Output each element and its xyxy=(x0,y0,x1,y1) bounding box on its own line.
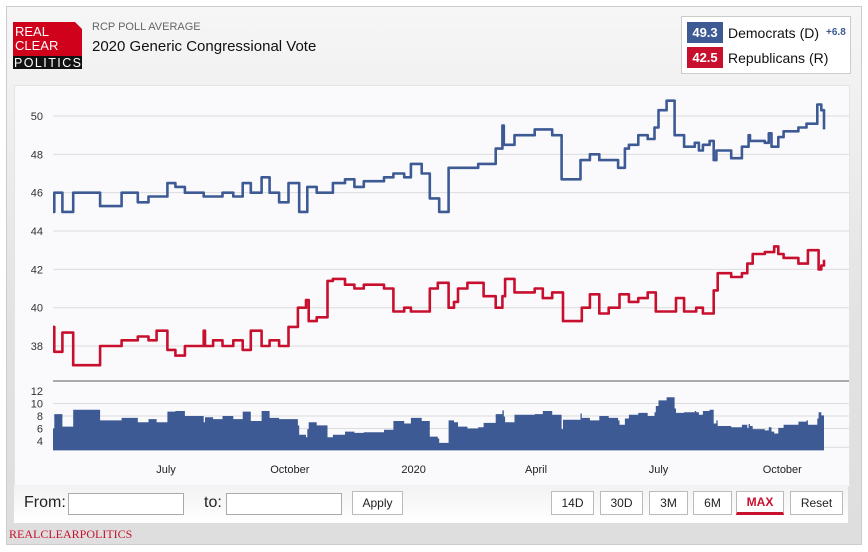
svg-text:POLITICS: POLITICS xyxy=(14,56,81,69)
chart-area: 38 40 42 44 46 48 50 4 6 8 10 12 July October 2020 Apri… xyxy=(14,85,850,487)
x-tick-label: 2020 xyxy=(401,464,425,476)
range-30d-button[interactable]: 30D xyxy=(600,491,643,515)
legend-item-democrats: 49.3 Democrats (D) +6.8 xyxy=(687,22,846,43)
to-label: to: xyxy=(204,494,222,511)
y-tick-label: 42 xyxy=(31,264,43,276)
rcp-logo: REAL CLEAR POLITICS xyxy=(13,22,82,69)
y-tick-label: 40 xyxy=(31,303,43,315)
range-max-button[interactable]: MAX xyxy=(736,491,784,515)
spread-y-tick-label: 4 xyxy=(37,436,43,448)
spread-y-tick-label: 6 xyxy=(37,424,43,436)
spread-value: +6.8 xyxy=(826,27,846,38)
y-tick-label: 48 xyxy=(31,149,43,161)
republicans-value: 42.5 xyxy=(687,47,723,68)
legend: 49.3 Democrats (D) +6.8 42.5 Republicans… xyxy=(681,16,851,74)
democrats-value: 49.3 xyxy=(687,22,723,43)
y-tick-label: 46 xyxy=(31,188,43,200)
svg-text:REAL: REAL xyxy=(15,24,49,39)
from-label: From: xyxy=(24,494,66,511)
y-tick-label: 50 xyxy=(31,111,43,123)
x-tick-label: April xyxy=(525,464,547,476)
range-6m-button[interactable]: 6M xyxy=(693,491,732,515)
reset-button[interactable]: Reset xyxy=(790,491,843,515)
series-line-republicans xyxy=(53,245,826,367)
series-line-democrats xyxy=(53,99,826,214)
footer-brand[interactable]: REALCLEARPOLITICS xyxy=(9,527,133,541)
chart-title: 2020 Generic Congressional Vote xyxy=(92,38,317,55)
range-3m-button[interactable]: 3M xyxy=(649,491,688,515)
range-14d-button[interactable]: 14D xyxy=(551,491,594,515)
y-tick-label: 38 xyxy=(31,341,43,353)
x-tick-label: October xyxy=(270,464,309,476)
spread-y-tick-label: 8 xyxy=(37,411,43,423)
apply-button[interactable]: Apply xyxy=(352,491,403,515)
to-date-input[interactable] xyxy=(226,493,342,515)
democrats-label: Democrats (D) xyxy=(728,24,820,41)
chart-subtitle: RCP POLL AVERAGE xyxy=(92,21,201,33)
spread-area xyxy=(53,397,824,451)
x-tick-label: July xyxy=(156,464,176,476)
republicans-label: Republicans (R) xyxy=(728,49,829,66)
from-date-input[interactable] xyxy=(68,493,184,515)
spread-y-tick-label: 12 xyxy=(31,386,43,398)
x-tick-label: October xyxy=(763,464,802,476)
legend-item-republicans: 42.5 Republicans (R) xyxy=(687,47,828,68)
y-tick-label: 44 xyxy=(31,226,43,238)
date-range-controls: From: to: Apply 14D 30D 3M 6M MAX Reset xyxy=(14,485,848,523)
spread-y-tick-label: 10 xyxy=(31,399,43,411)
svg-text:CLEAR: CLEAR xyxy=(15,38,58,53)
x-tick-label: July xyxy=(649,464,669,476)
